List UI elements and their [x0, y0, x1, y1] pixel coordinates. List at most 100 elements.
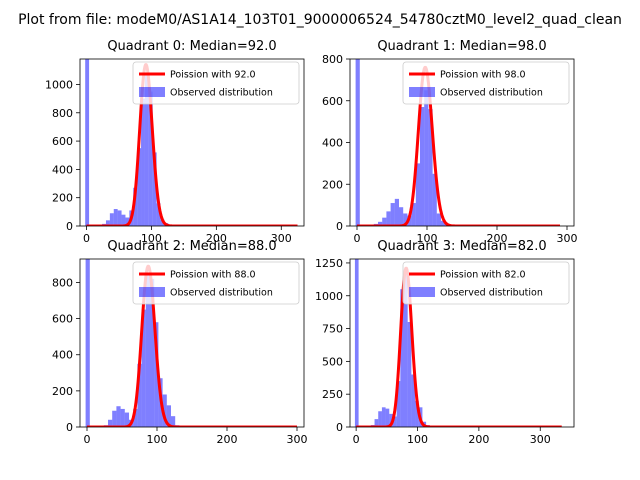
hist-bar [392, 416, 397, 427]
legend-hist-swatch [139, 287, 165, 297]
hist-bar [141, 309, 146, 427]
hist-bar [407, 322, 412, 427]
hist-bar [441, 220, 446, 226]
y-tick-label: 600 [52, 313, 73, 326]
hist-bar [162, 394, 167, 427]
axes-frame [349, 258, 575, 428]
y-tick-label: 200 [322, 178, 343, 191]
legend-label-curve: Poission with 92.0 [170, 70, 256, 81]
hist-bar [378, 411, 382, 427]
y-tick-label: 500 [322, 355, 343, 368]
legend-label-curve: Poission with 98.0 [440, 70, 526, 81]
x-tick-label: 0 [83, 232, 90, 245]
x-tick-label: 200 [468, 433, 489, 446]
hist-bar [108, 419, 113, 427]
subplot-0: 0 100 200 300 0 200 400 600 800 1000 Quadrant 0: M… [45, 39, 305, 245]
legend-label-hist: Observed distribution [170, 88, 273, 99]
hist-bar [389, 413, 393, 427]
axes-frame [79, 58, 305, 227]
hist-bar [424, 90, 429, 226]
legend-label-hist: Observed distribution [170, 288, 273, 299]
hist-bar [121, 214, 126, 226]
hist-bar [428, 109, 433, 226]
legend-label-curve: Poission with 82.0 [440, 270, 526, 281]
subplot-title: Quadrant 2: Median=88.0 [107, 239, 276, 254]
x-tick-label: 300 [557, 232, 578, 245]
hist-bar [386, 211, 391, 226]
legend-box [402, 61, 570, 105]
hist-bar [137, 148, 142, 226]
hist-bar [152, 152, 157, 226]
hist-bar [144, 73, 149, 226]
legend-label-hist: Observed distribution [440, 288, 543, 299]
hist-bar [420, 107, 425, 226]
x-tick-label: 200 [487, 232, 508, 245]
legend-box [132, 261, 300, 305]
hist-bar [400, 289, 405, 427]
legend-label-curve: Poission with 88.0 [170, 270, 256, 281]
y-tick-label: 0 [336, 421, 343, 434]
y-tick-label: 400 [322, 137, 343, 150]
hist-bar [85, 259, 90, 427]
hist-bar [374, 419, 379, 427]
subplot-title: Quadrant 1: Median=98.0 [377, 39, 546, 54]
x-tick-label: 0 [354, 232, 361, 245]
hist-bar [166, 405, 171, 427]
legend-hist-swatch [409, 287, 435, 297]
subplot-2: 0 100 200 300 0 200 400 600 800 Quadrant 2: Media… [52, 239, 308, 446]
hist-bar [354, 259, 359, 427]
x-tick-label: 200 [206, 232, 227, 245]
hist-bar [112, 410, 117, 427]
y-tick-label: 200 [52, 192, 73, 205]
hist-bar [109, 213, 114, 226]
axes-frame [79, 258, 305, 428]
hist-bar [411, 374, 416, 427]
y-tick-label: 400 [52, 163, 73, 176]
y-tick-label: 800 [322, 53, 343, 66]
hist-bar [105, 220, 110, 226]
poisson-curve [355, 266, 563, 427]
hist-bar [355, 59, 360, 226]
legend-box [402, 261, 570, 305]
subplot-1: 0 100 200 300 0 200 400 600 800 Quadrant 1: Media… [322, 39, 578, 245]
hist-bar [141, 98, 145, 226]
hist-bar [381, 407, 386, 427]
figure-title: Plot from file: modeM0/AS1A14_103T01_900… [18, 12, 622, 28]
hist-bar [125, 217, 130, 226]
hist-bar [148, 91, 153, 226]
hist-bar [154, 322, 159, 427]
subplot-title: Quadrant 3: Median=82.0 [377, 239, 546, 254]
x-tick-label: 300 [271, 232, 292, 245]
hist-bar [399, 207, 404, 226]
y-tick-label: 0 [336, 220, 343, 233]
y-tick-label: 1000 [315, 290, 343, 303]
hist-bar [133, 187, 138, 226]
x-tick-label: 0 [353, 433, 360, 446]
legend-hist-swatch [139, 87, 165, 97]
legend-hist-swatch [409, 87, 435, 97]
y-tick-label: 0 [66, 421, 73, 434]
x-tick-label: 300 [287, 433, 308, 446]
hist-bar [432, 173, 437, 226]
hist-bar [117, 210, 122, 226]
legend-label-hist: Observed distribution [440, 88, 543, 99]
y-tick-label: 200 [52, 385, 73, 398]
y-tick-label: 600 [52, 135, 73, 148]
hist-bar [133, 408, 138, 427]
y-tick-label: 250 [322, 388, 343, 401]
y-tick-label: 1250 [315, 257, 343, 270]
hist-bar [396, 381, 401, 427]
hist-bar [436, 213, 441, 226]
hist-bar [378, 221, 383, 226]
x-tick-label: 0 [84, 433, 91, 446]
subplot-title: Quadrant 0: Median=92.0 [107, 39, 276, 54]
hist-bar [120, 408, 125, 427]
subplot-3: 0 100 200 300 0 250 500 750 1000 1250 Quadrant 3: … [315, 239, 575, 446]
x-tick-label: 100 [407, 433, 428, 446]
legend-box [132, 61, 300, 105]
hist-bar [382, 217, 387, 226]
x-tick-label: 300 [530, 433, 551, 446]
hist-bar [403, 213, 408, 226]
hist-bar [116, 406, 121, 427]
